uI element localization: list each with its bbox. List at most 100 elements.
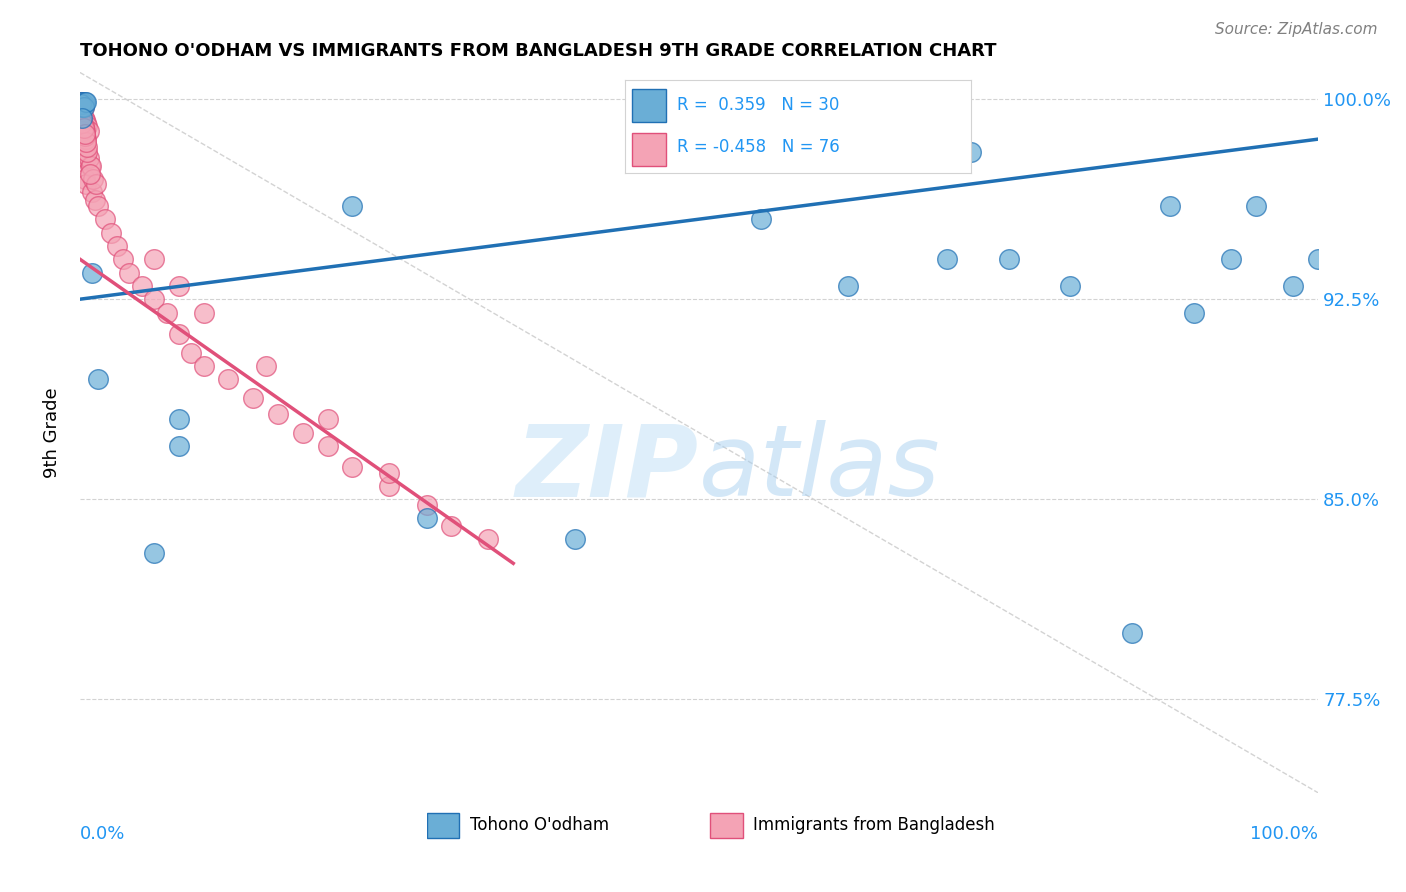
Point: [1282, 278, 1305, 293]
Point: [75, 95, 97, 109]
Point: [70, 105, 93, 120]
Point: [72, 95, 94, 109]
Point: [70, 100, 93, 114]
Point: [564, 533, 586, 547]
Point: [72, 100, 94, 114]
Point: [131, 278, 153, 293]
Point: [72, 100, 94, 114]
Point: [75, 178, 97, 192]
Point: [73, 129, 96, 144]
Point: [72, 97, 94, 112]
Point: [75, 135, 97, 149]
Point: [935, 252, 957, 267]
Point: [477, 533, 499, 547]
Point: [79, 159, 101, 173]
Point: [73, 172, 96, 186]
Point: [77, 124, 100, 138]
Point: [997, 252, 1019, 267]
Point: [316, 412, 339, 426]
Text: ZIP: ZIP: [516, 420, 699, 517]
Point: [75, 132, 97, 146]
Point: [70, 100, 93, 114]
Point: [72, 105, 94, 120]
Point: [193, 359, 215, 373]
Point: [80, 159, 103, 173]
Point: [73, 95, 96, 109]
Point: [77, 151, 100, 165]
Point: [72, 111, 94, 125]
Point: [73, 127, 96, 141]
Text: 100.0%: 100.0%: [1250, 825, 1319, 843]
Point: [72, 124, 94, 138]
Point: [415, 511, 437, 525]
Point: [1159, 199, 1181, 213]
Point: [217, 372, 239, 386]
Point: [193, 305, 215, 319]
Point: [342, 199, 364, 213]
Point: [72, 116, 94, 130]
Point: [73, 140, 96, 154]
Point: [960, 145, 983, 160]
Point: [72, 97, 94, 112]
Point: [70, 103, 93, 117]
Point: [72, 100, 94, 114]
Point: [79, 167, 101, 181]
Point: [749, 212, 772, 227]
Point: [105, 239, 128, 253]
Point: [72, 108, 94, 122]
Text: Source: ZipAtlas.com: Source: ZipAtlas.com: [1215, 22, 1378, 37]
Point: [143, 252, 166, 267]
Point: [155, 305, 177, 319]
Point: [73, 113, 96, 128]
Point: [70, 97, 93, 112]
Text: 0.0%: 0.0%: [80, 825, 125, 843]
Point: [415, 498, 437, 512]
Point: [76, 145, 98, 160]
Point: [1121, 625, 1143, 640]
Point: [70, 111, 93, 125]
Point: [84, 178, 107, 192]
Point: [75, 151, 97, 165]
Point: [72, 119, 94, 133]
Point: [72, 103, 94, 117]
Point: [70, 95, 93, 109]
Point: [72, 121, 94, 136]
Point: [342, 460, 364, 475]
Point: [1220, 252, 1243, 267]
Point: [70, 97, 93, 112]
Point: [167, 278, 190, 293]
Text: TOHONO O'ODHAM VS IMMIGRANTS FROM BANGLADESH 9TH GRADE CORRELATION CHART: TOHONO O'ODHAM VS IMMIGRANTS FROM BANGLA…: [80, 42, 997, 60]
Point: [87, 372, 110, 386]
Point: [118, 266, 141, 280]
Point: [76, 140, 98, 154]
Point: [1308, 252, 1330, 267]
Point: [76, 119, 98, 133]
Point: [73, 124, 96, 138]
Point: [291, 425, 314, 440]
Point: [1182, 305, 1205, 319]
Point: [242, 391, 264, 405]
Point: [70, 95, 93, 109]
Point: [72, 132, 94, 146]
Point: [100, 226, 122, 240]
Y-axis label: 9th Grade: 9th Grade: [44, 387, 60, 478]
Point: [167, 412, 190, 426]
Point: [72, 103, 94, 117]
Point: [87, 199, 110, 213]
Point: [837, 278, 859, 293]
Point: [1244, 199, 1267, 213]
Point: [82, 172, 104, 186]
Point: [70, 95, 93, 109]
Point: [83, 194, 105, 208]
Point: [70, 95, 93, 109]
Point: [143, 292, 166, 306]
Point: [112, 252, 135, 267]
Point: [82, 186, 104, 200]
Point: [72, 116, 94, 130]
Point: [72, 97, 94, 112]
Point: [254, 359, 277, 373]
Point: [180, 345, 202, 359]
Point: [72, 111, 94, 125]
Point: [378, 466, 401, 480]
Point: [167, 326, 190, 341]
